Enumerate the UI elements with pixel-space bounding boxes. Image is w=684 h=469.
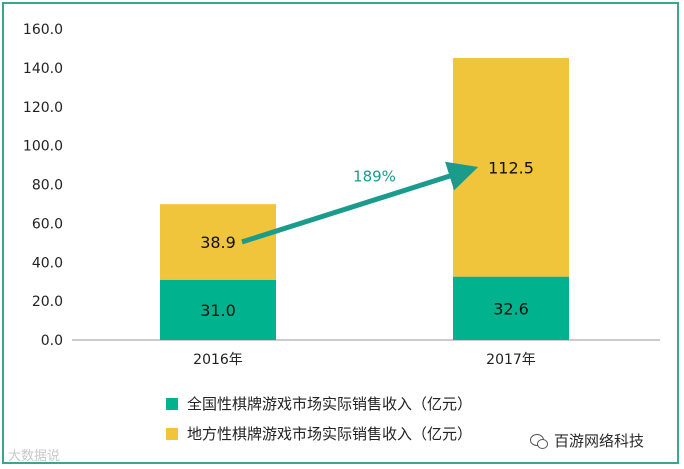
legend-item-local: 地方性棋牌游戏市场实际销售收入（亿元） [166,423,472,444]
y-tick-label: 140.0 [23,61,63,77]
y-tick-label: 80.0 [32,178,63,194]
data-label: 31.0 [200,301,236,320]
y-tick-label: 40.0 [32,255,63,271]
chart-frame [2,2,679,464]
growth-arrow [241,161,479,245]
watermark-right: 百游网络科技 [530,430,644,451]
legend-label-local: 地方性棋牌游戏市场实际销售收入（亿元） [187,425,473,443]
x-tick-label: 2017年 [486,352,536,368]
bar-segment-national [160,279,276,340]
legend-swatch-local [166,427,178,440]
wechat-icon [530,433,548,449]
y-tick-label: 0.0 [41,333,63,349]
y-tick-label: 60.0 [32,216,63,232]
bar-segment-national [453,276,569,340]
watermark-left: 大数据说 [8,449,61,464]
growth-label: 189% [353,168,396,186]
y-tick-label: 120.0 [23,100,63,116]
legend-item-national: 全国性棋牌游戏市场实际销售收入（亿元） [166,393,472,414]
data-label: 38.9 [200,233,236,252]
legend-swatch-national [166,397,178,410]
y-tick-label: 160.0 [23,22,63,38]
y-tick-label: 20.0 [32,294,63,310]
data-label: 112.5 [488,158,534,177]
x-tick-label: 2016年 [193,352,243,368]
watermark-right-label: 百游网络科技 [554,432,645,450]
bar-segment-local [160,204,276,280]
data-label: 32.6 [493,299,529,318]
y-tick-label: 100.0 [23,139,63,155]
legend-label-national: 全国性棋牌游戏市场实际销售收入（亿元） [187,395,473,413]
